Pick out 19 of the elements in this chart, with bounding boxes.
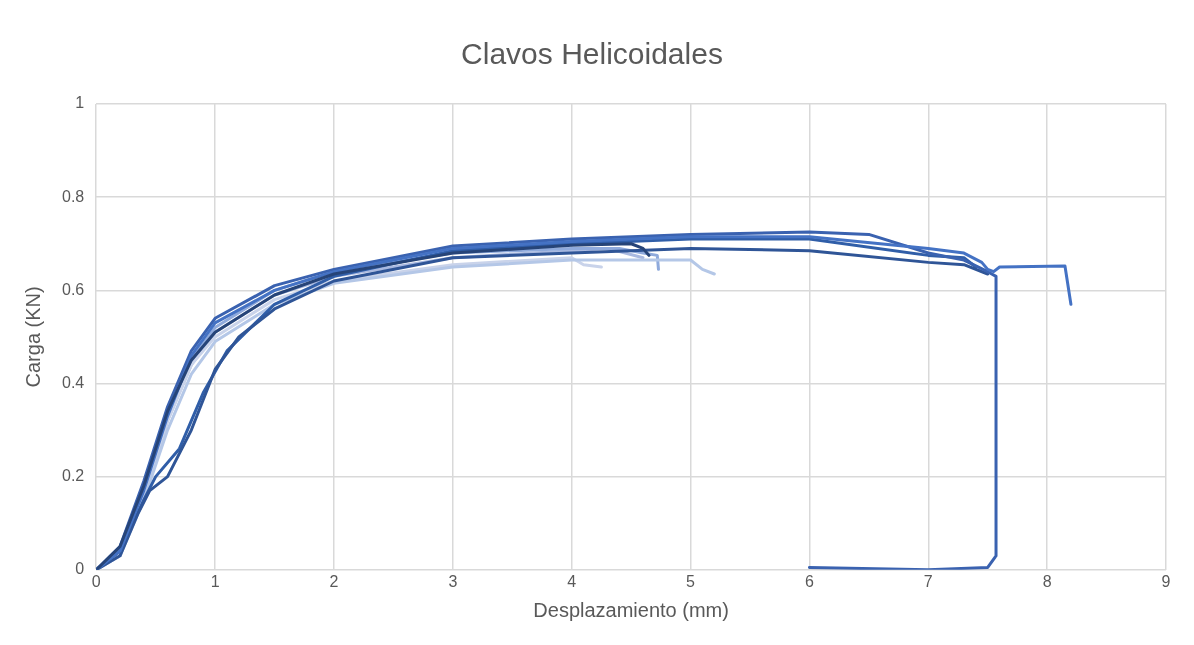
x-tick-label: 9	[1161, 572, 1171, 590]
x-tick-label: 1	[210, 572, 220, 590]
y-tick-label: 1	[75, 94, 85, 112]
x-axis-title: Desplazamiento (mm)	[533, 598, 729, 621]
x-tick-label: 0	[91, 572, 101, 590]
y-tick-label: 0.4	[61, 373, 85, 391]
x-tick-label: 4	[567, 572, 577, 590]
x-tick-label: 6	[804, 572, 814, 590]
y-axis-title: Carga (KN)	[21, 286, 44, 388]
y-tick-label: 0.6	[61, 280, 85, 298]
x-tick-label: 3	[448, 572, 458, 590]
x-tick-label: 7	[923, 572, 933, 590]
y-tick-label: 0.8	[61, 187, 85, 205]
chart-title: Clavos Helicoidales	[461, 37, 723, 71]
x-tick-label: 8	[1042, 572, 1052, 590]
x-tick-label: 5	[686, 572, 696, 590]
y-tick-label: 0.2	[61, 467, 85, 485]
y-tick-label: 0	[75, 560, 85, 578]
x-tick-label: 2	[329, 572, 339, 590]
